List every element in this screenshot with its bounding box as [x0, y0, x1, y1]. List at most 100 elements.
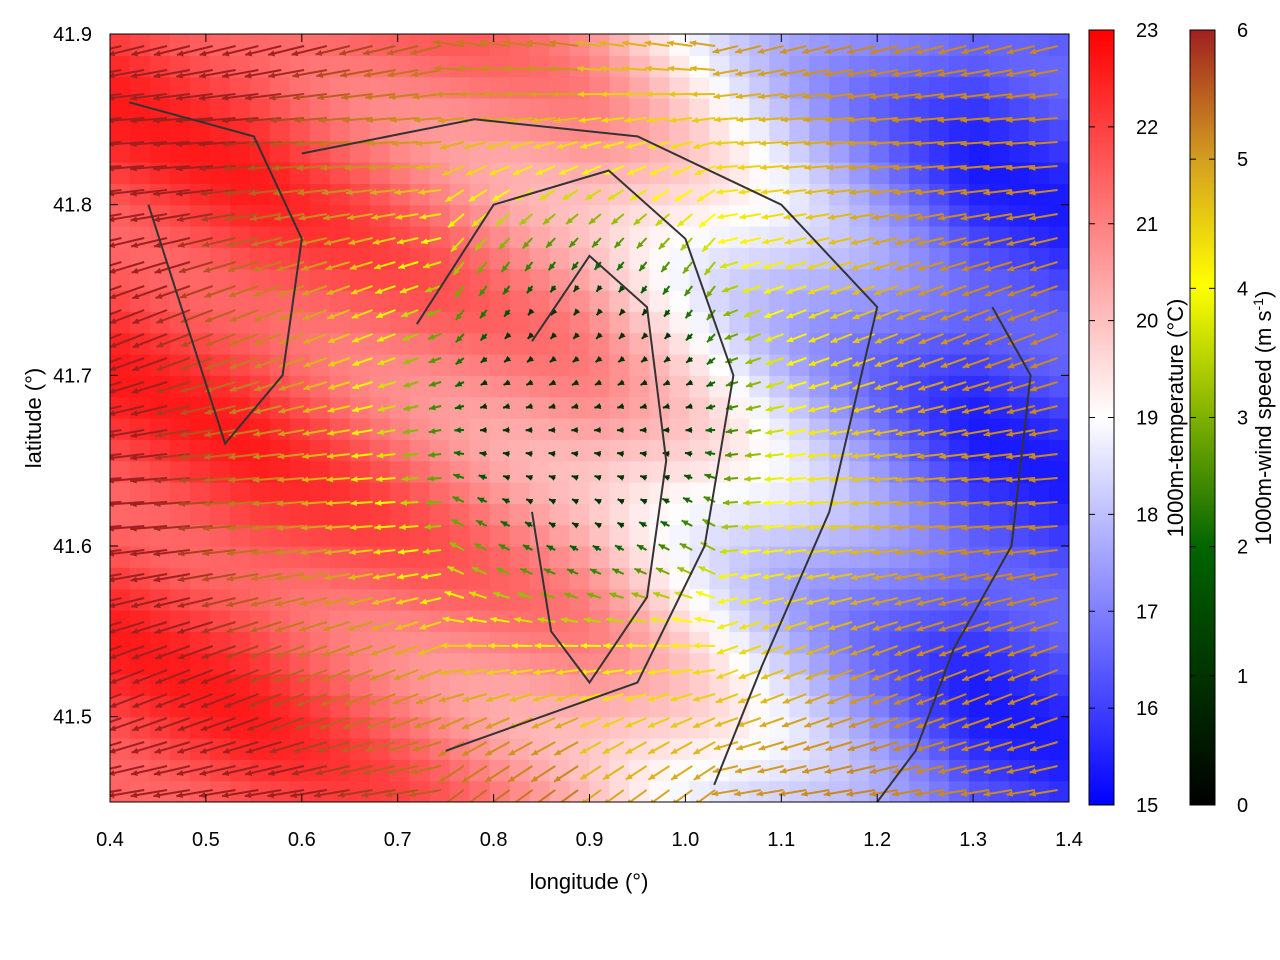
temperature-cell	[289, 375, 311, 398]
temperature-cell	[469, 55, 491, 78]
temperature-cell	[669, 311, 690, 334]
temperature-cell	[569, 482, 591, 504]
temperature-cell	[110, 610, 131, 632]
temperature-cell	[629, 780, 651, 802]
temperature-cell	[389, 34, 411, 56]
temperature-cell	[769, 439, 790, 462]
temperature-cell	[249, 460, 271, 483]
temperature-cell	[429, 738, 451, 760]
temperature-cell	[669, 418, 690, 440]
temperature-cell	[249, 55, 271, 78]
temperature-cell	[529, 34, 551, 56]
temperature-cell	[349, 716, 371, 739]
temperature-cell	[1049, 183, 1069, 206]
temperature-cell	[509, 674, 531, 696]
temperature-cell	[1029, 503, 1050, 526]
temperature-cell	[849, 439, 870, 462]
temperature-cell	[509, 311, 531, 334]
temperature-cell	[789, 482, 810, 504]
temperature-cell	[889, 98, 910, 120]
temperature-cell	[349, 439, 371, 462]
temperature-cell	[829, 354, 850, 376]
temperature-cell	[589, 546, 611, 568]
temperature-cell	[889, 482, 910, 504]
temperature-cell	[849, 418, 870, 440]
temperature-cell	[269, 290, 291, 312]
temperature-cell	[289, 290, 311, 312]
x-tick-label: 1.0	[671, 829, 699, 851]
temperature-cell	[269, 140, 291, 163]
temperature-cell	[969, 482, 990, 504]
temperature-cell	[229, 98, 251, 120]
temperature-cell	[989, 119, 1010, 142]
temperature-cell	[1049, 610, 1069, 632]
temperature-cell	[229, 34, 251, 56]
temperature-cell	[209, 524, 231, 547]
temperature-cell	[329, 332, 351, 355]
temperature-cell	[929, 482, 950, 504]
temperature-cell	[1049, 247, 1069, 270]
temperature-cell	[1049, 546, 1069, 568]
temperature-cell	[669, 375, 690, 398]
temperature-cell	[289, 524, 311, 547]
temperature-cell	[609, 140, 631, 163]
temperature-cell	[669, 268, 690, 291]
temperature-cell	[149, 546, 171, 568]
temperature-cell	[689, 652, 710, 675]
temperature-cell	[709, 396, 730, 419]
temperature-cell	[709, 183, 730, 206]
temperature-cell	[309, 162, 331, 184]
temperature-cell	[609, 76, 631, 99]
temperature-cell	[129, 76, 151, 99]
temperature-cell	[169, 460, 191, 483]
temperature-cell	[809, 76, 830, 99]
temperature-field	[110, 34, 1069, 802]
temperature-cell	[809, 375, 830, 398]
wind-colorbar-label-end: )	[1251, 291, 1276, 298]
temperature-cell	[329, 695, 351, 718]
temperature-cell	[609, 674, 631, 696]
temperature-cell	[749, 674, 770, 696]
temperature-cell	[1009, 98, 1030, 120]
temperature-cell	[229, 247, 251, 270]
temperature-cell	[349, 503, 371, 526]
temperature-cell	[709, 290, 730, 312]
temperature-cell	[789, 503, 810, 526]
temperature-cell	[429, 268, 451, 291]
temperature-cell	[989, 162, 1010, 184]
temperature-cell	[549, 780, 571, 802]
temperature-cell	[669, 460, 690, 483]
temperature-cell	[389, 375, 411, 398]
temperature-cell	[329, 375, 351, 398]
temperature-cell	[789, 631, 810, 654]
temperature-cell	[849, 162, 870, 184]
colorbar-tick-label: 6	[1237, 20, 1248, 42]
temperature-cell	[649, 652, 671, 675]
temperature-cell	[809, 183, 830, 206]
colorbar-tick-label: 19	[1136, 408, 1158, 430]
temperature-cell	[349, 759, 371, 782]
temperature-cell	[589, 290, 611, 312]
temperature-cell	[629, 631, 651, 654]
temperature-cell	[789, 524, 810, 547]
temperature-cell	[110, 247, 131, 270]
temperature-cell	[949, 546, 970, 568]
temperature-cell	[969, 503, 990, 526]
temperature-cell	[609, 226, 631, 248]
temperature-cell	[249, 183, 271, 206]
temperature-cell	[829, 439, 850, 462]
temperature-cell	[249, 375, 271, 398]
temperature-cell	[589, 332, 611, 355]
temperature-cell	[169, 610, 191, 632]
temperature-cell	[529, 55, 551, 78]
temperature-cell	[589, 311, 611, 334]
temperature-cell	[829, 119, 850, 142]
temperature-cell	[429, 375, 451, 398]
temperature-cell	[369, 119, 391, 142]
temperature-cell	[629, 439, 651, 462]
temperature-cell	[429, 98, 451, 120]
temperature-cell	[509, 524, 531, 547]
temperature-cell	[129, 695, 151, 718]
temperature-cell	[110, 204, 131, 227]
temperature-cell	[349, 396, 371, 419]
